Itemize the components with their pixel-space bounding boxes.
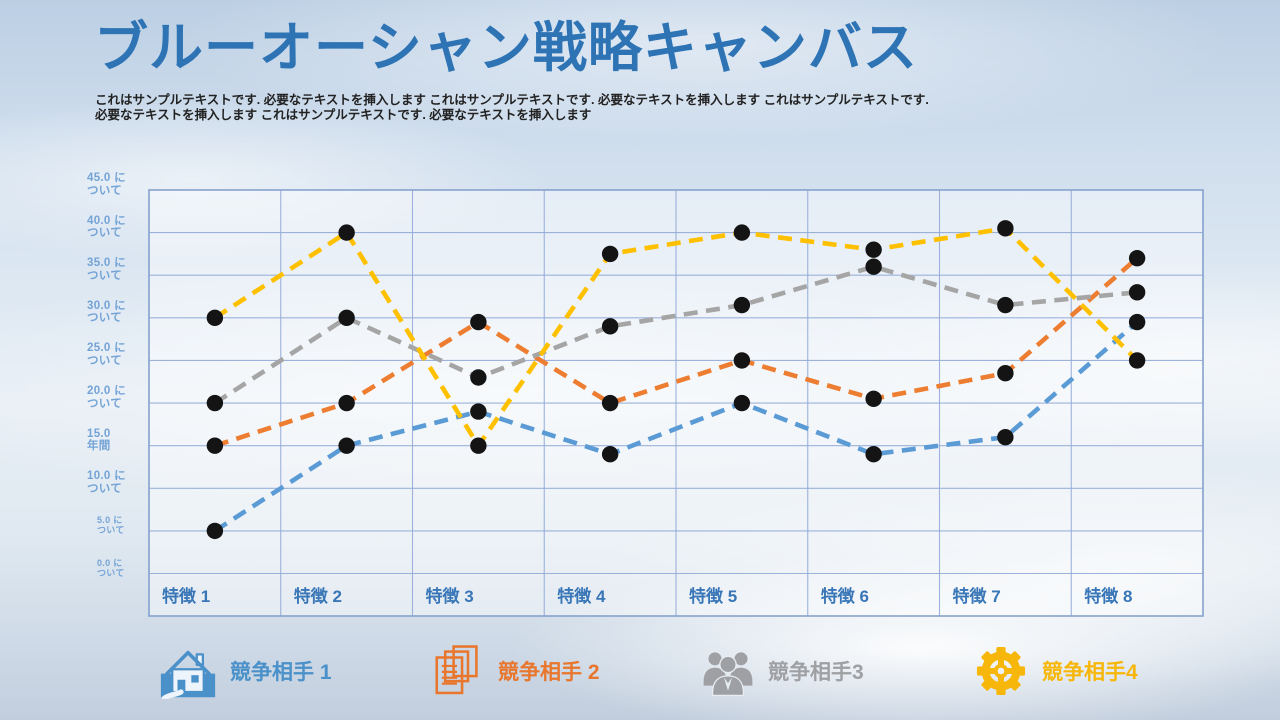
data-point xyxy=(865,258,882,275)
plot-border xyxy=(148,189,1204,617)
x-category-label: 特徴 2 xyxy=(293,587,342,607)
data-point xyxy=(206,394,224,412)
y-tick-label: 15.0 年間 xyxy=(87,427,111,453)
data-point xyxy=(733,394,751,412)
data-point xyxy=(601,445,619,463)
data-point xyxy=(733,296,751,314)
page-subtitle: これはサンプルテキストです. 必要なテキストを挿入します これはサンプルテキスト… xyxy=(95,93,929,122)
data-point xyxy=(733,224,751,241)
legend-label: 競争相手 1 xyxy=(230,661,332,684)
data-point xyxy=(470,369,487,386)
legend-item-competitor-2: 競争相手 2 xyxy=(430,642,600,700)
data-point xyxy=(206,309,224,327)
legend-label: 競争相手4 xyxy=(1042,661,1138,684)
y-tick-label: 45.0 に ついて xyxy=(87,172,126,197)
data-point xyxy=(470,437,487,454)
y-tick-label: 5.0 に ついて xyxy=(97,514,125,535)
data-point xyxy=(865,241,882,258)
y-tick-label: 0.0 に ついて xyxy=(97,557,125,578)
data-point xyxy=(1128,352,1146,369)
y-tick-label: 10.0 に ついて xyxy=(87,470,126,495)
data-point xyxy=(601,318,619,335)
data-point xyxy=(733,352,751,369)
legend-item-competitor-1: 競争相手 1 xyxy=(160,642,332,700)
x-category-label: 特徴 7 xyxy=(952,587,1001,607)
data-point xyxy=(338,394,355,412)
data-point xyxy=(1128,313,1146,331)
data-point xyxy=(470,403,487,420)
y-tick-label: 25.0 に ついて xyxy=(87,342,126,367)
x-category-label: 特徴 3 xyxy=(425,587,474,607)
data-point xyxy=(601,245,619,263)
data-point xyxy=(1128,249,1146,267)
documents-icon xyxy=(435,645,478,695)
x-category-label: 特徴 1 xyxy=(162,587,211,607)
data-point xyxy=(601,394,619,412)
gear-icon xyxy=(976,646,1026,696)
x-category-label: 特徴 4 xyxy=(557,587,606,607)
data-point xyxy=(1128,284,1146,301)
data-point xyxy=(338,309,355,327)
data-point xyxy=(338,224,355,241)
series-line-競争相手 1 xyxy=(213,320,1139,533)
page-title: ブルーオーシャン戦略キャンバス xyxy=(94,18,918,78)
data-point xyxy=(997,220,1014,237)
legend-item-competitor-3: 競争相手3 xyxy=(702,642,864,700)
data-point xyxy=(865,390,882,407)
data-point xyxy=(997,365,1014,382)
data-point xyxy=(865,445,882,463)
y-tick-label: 35.0 に ついて xyxy=(87,257,126,282)
y-tick-label: 20.0 に ついて xyxy=(87,385,126,410)
data-point xyxy=(470,313,487,331)
x-category-label: 特徴 6 xyxy=(820,587,869,607)
data-point xyxy=(997,296,1014,314)
x-category-label: 特徴 5 xyxy=(689,587,738,607)
legend-label: 競争相手 2 xyxy=(498,661,600,684)
series-line-競争相手3 xyxy=(213,264,1138,406)
y-tick-label: 30.0 に ついて xyxy=(87,299,126,325)
legend-item-competitor-4: 競争相手4 xyxy=(974,642,1138,700)
data-point xyxy=(338,437,355,454)
series-line-競争相手4 xyxy=(213,225,1139,450)
y-tick-label: 40.0 に ついて xyxy=(87,214,126,240)
series-line-競争相手 2 xyxy=(214,256,1139,448)
data-point xyxy=(206,522,224,540)
data-point xyxy=(997,428,1014,446)
house-icon xyxy=(160,650,216,699)
data-point xyxy=(206,437,224,454)
legend-label: 競争相手3 xyxy=(768,661,864,684)
x-category-label: 特徴 8 xyxy=(1084,587,1133,607)
people-group-icon xyxy=(703,652,753,697)
